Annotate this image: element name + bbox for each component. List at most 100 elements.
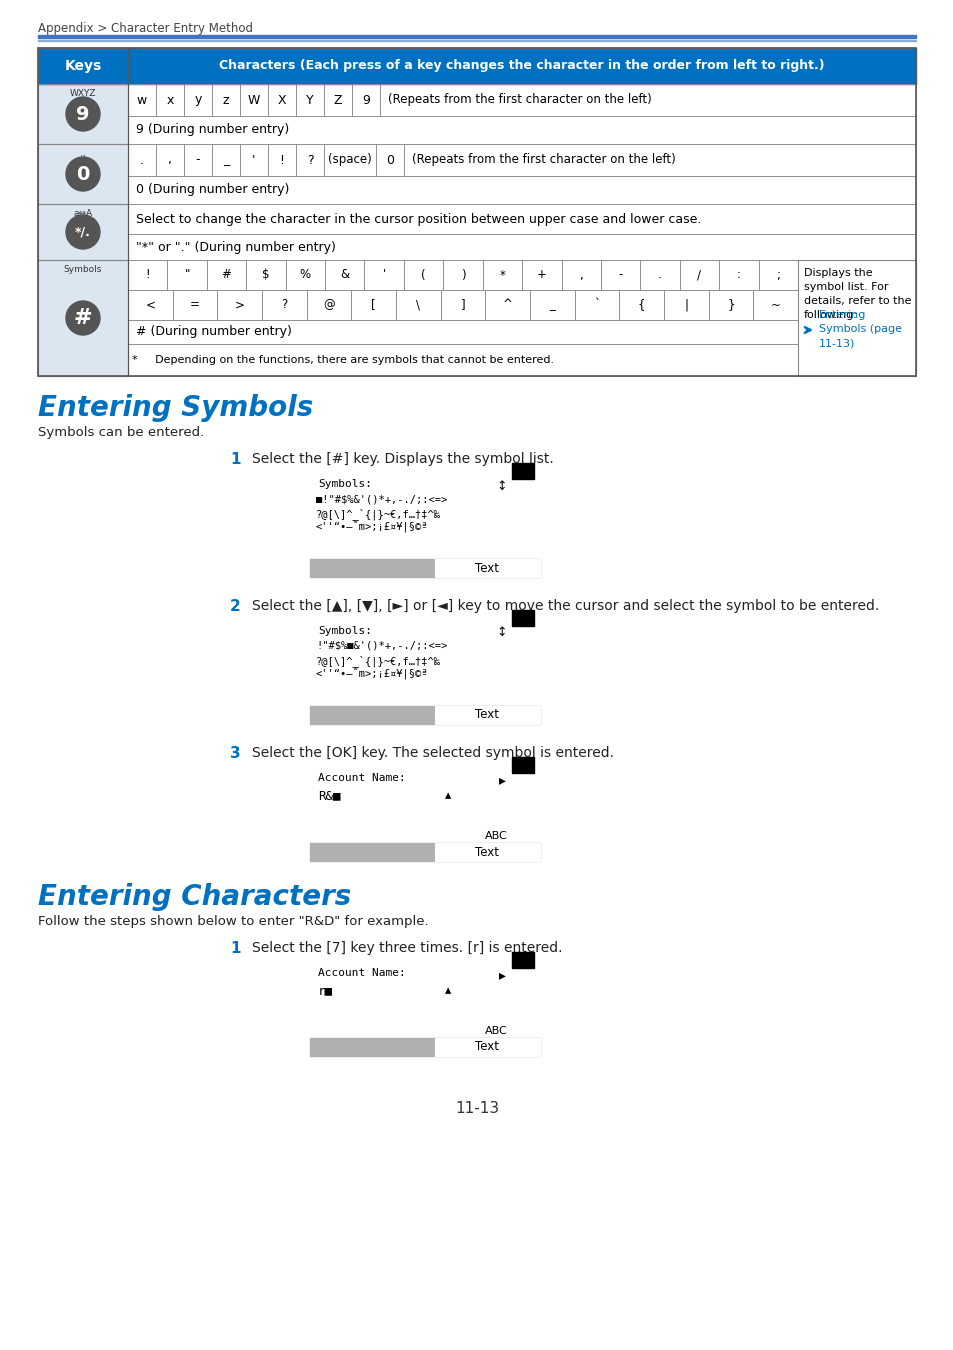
Text: r■: r■ (317, 984, 333, 998)
Text: */.: */. (75, 225, 91, 239)
Text: Entering Characters: Entering Characters (38, 883, 351, 911)
Bar (217, 290, 262, 320)
Text: ?@[\]^_`{|}~€,f…†‡^‰: ?@[\]^_`{|}~€,f…†‡^‰ (315, 655, 440, 667)
Text: &: & (340, 269, 349, 282)
Text: Select the [▲], [▼], [►] or [◄] key to move the cursor and select the symbol to : Select the [▲], [▼], [►] or [◄] key to m… (252, 599, 879, 613)
Text: 9: 9 (362, 93, 370, 107)
Text: _: _ (549, 298, 555, 312)
Text: Keys: Keys (64, 59, 102, 73)
Bar (306, 290, 351, 320)
Bar (38, 204, 128, 261)
Bar (262, 290, 306, 320)
Bar (435, 706, 539, 724)
Bar (310, 472, 539, 576)
Text: Symbols:: Symbols: (317, 626, 372, 636)
Bar (663, 290, 708, 320)
Bar (172, 290, 217, 320)
Bar (639, 261, 679, 290)
Text: Select the [7] key three times. [r] is entered.: Select the [7] key three times. [r] is e… (252, 941, 562, 954)
Bar (310, 620, 539, 724)
Bar (379, 84, 915, 116)
Text: ↕: ↕ (497, 479, 507, 493)
Text: "*" or "." (During number entry): "*" or "." (During number entry) (136, 240, 335, 254)
Bar (435, 1038, 539, 1056)
Text: ABC: ABC (484, 832, 507, 841)
Bar (443, 261, 482, 290)
Text: }: } (726, 298, 734, 312)
Bar (212, 84, 240, 116)
Text: -: - (618, 269, 622, 282)
Text: !: ! (145, 269, 150, 282)
Text: .: . (140, 154, 144, 166)
Bar (512, 463, 534, 479)
Bar (310, 765, 539, 861)
Bar (38, 261, 128, 377)
Bar (240, 144, 268, 176)
Bar (156, 144, 184, 176)
Text: Symbols:: Symbols: (317, 479, 372, 489)
Text: OK: OK (515, 776, 530, 786)
Text: Appendix > Character Entry Method: Appendix > Character Entry Method (38, 22, 253, 35)
Bar (708, 290, 753, 320)
Text: W: W (248, 93, 260, 107)
Bar (184, 144, 212, 176)
Text: OK: OK (515, 482, 530, 491)
Text: `: ` (594, 298, 599, 312)
Text: Symbols: Symbols (64, 265, 102, 274)
Bar (435, 842, 539, 861)
Text: OK: OK (515, 971, 530, 981)
Text: ▴: ▴ (444, 984, 451, 998)
Text: Text: Text (475, 562, 498, 575)
Text: ,: , (578, 269, 582, 282)
Text: following:: following: (803, 310, 857, 320)
Text: Select the [#] key. Displays the symbol list.: Select the [#] key. Displays the symbol … (252, 452, 553, 466)
Bar (268, 144, 295, 176)
Text: 0: 0 (76, 165, 90, 184)
Text: ,: , (168, 154, 172, 166)
Bar (310, 706, 539, 724)
Bar (375, 144, 403, 176)
Text: [: [ (371, 298, 375, 312)
Bar (156, 84, 184, 116)
Bar (38, 144, 128, 204)
Text: X: X (277, 93, 286, 107)
Bar (797, 261, 915, 377)
Bar (38, 144, 128, 204)
Text: details, refer to the: details, refer to the (803, 296, 910, 306)
Text: 1: 1 (230, 941, 240, 956)
Bar (246, 261, 285, 290)
Text: Z: Z (334, 93, 342, 107)
Text: ▴: ▴ (444, 788, 451, 802)
Bar (38, 49, 915, 84)
Bar (574, 290, 618, 320)
Text: $: $ (262, 269, 270, 282)
Text: Entering Symbols: Entering Symbols (38, 394, 313, 423)
Text: # (During number entry): # (During number entry) (136, 325, 292, 339)
Bar (128, 234, 915, 261)
Text: ABC: ABC (484, 1026, 507, 1035)
Text: WXYZ: WXYZ (70, 89, 96, 99)
Bar (719, 261, 758, 290)
Text: Text: Text (475, 1041, 498, 1053)
Text: ~: ~ (770, 298, 780, 312)
Text: ": " (184, 269, 190, 282)
Bar (207, 261, 246, 290)
Text: !: ! (279, 154, 284, 166)
Bar (482, 261, 521, 290)
Bar (38, 49, 915, 377)
Bar (600, 261, 639, 290)
Bar (212, 144, 240, 176)
Text: OK: OK (515, 629, 530, 639)
Bar (38, 49, 915, 84)
Text: 9 (During number entry): 9 (During number entry) (136, 123, 289, 136)
Bar (440, 290, 485, 320)
Text: w: w (136, 93, 147, 107)
Text: 3: 3 (230, 747, 240, 761)
Bar (128, 290, 172, 320)
Bar (240, 84, 268, 116)
Text: !"#$%■&'()*+,-./;:<=>: !"#$%■&'()*+,-./;:<=> (315, 641, 447, 651)
Bar (403, 261, 443, 290)
Bar (324, 84, 352, 116)
Text: <: < (145, 298, 155, 312)
Bar (128, 84, 156, 116)
